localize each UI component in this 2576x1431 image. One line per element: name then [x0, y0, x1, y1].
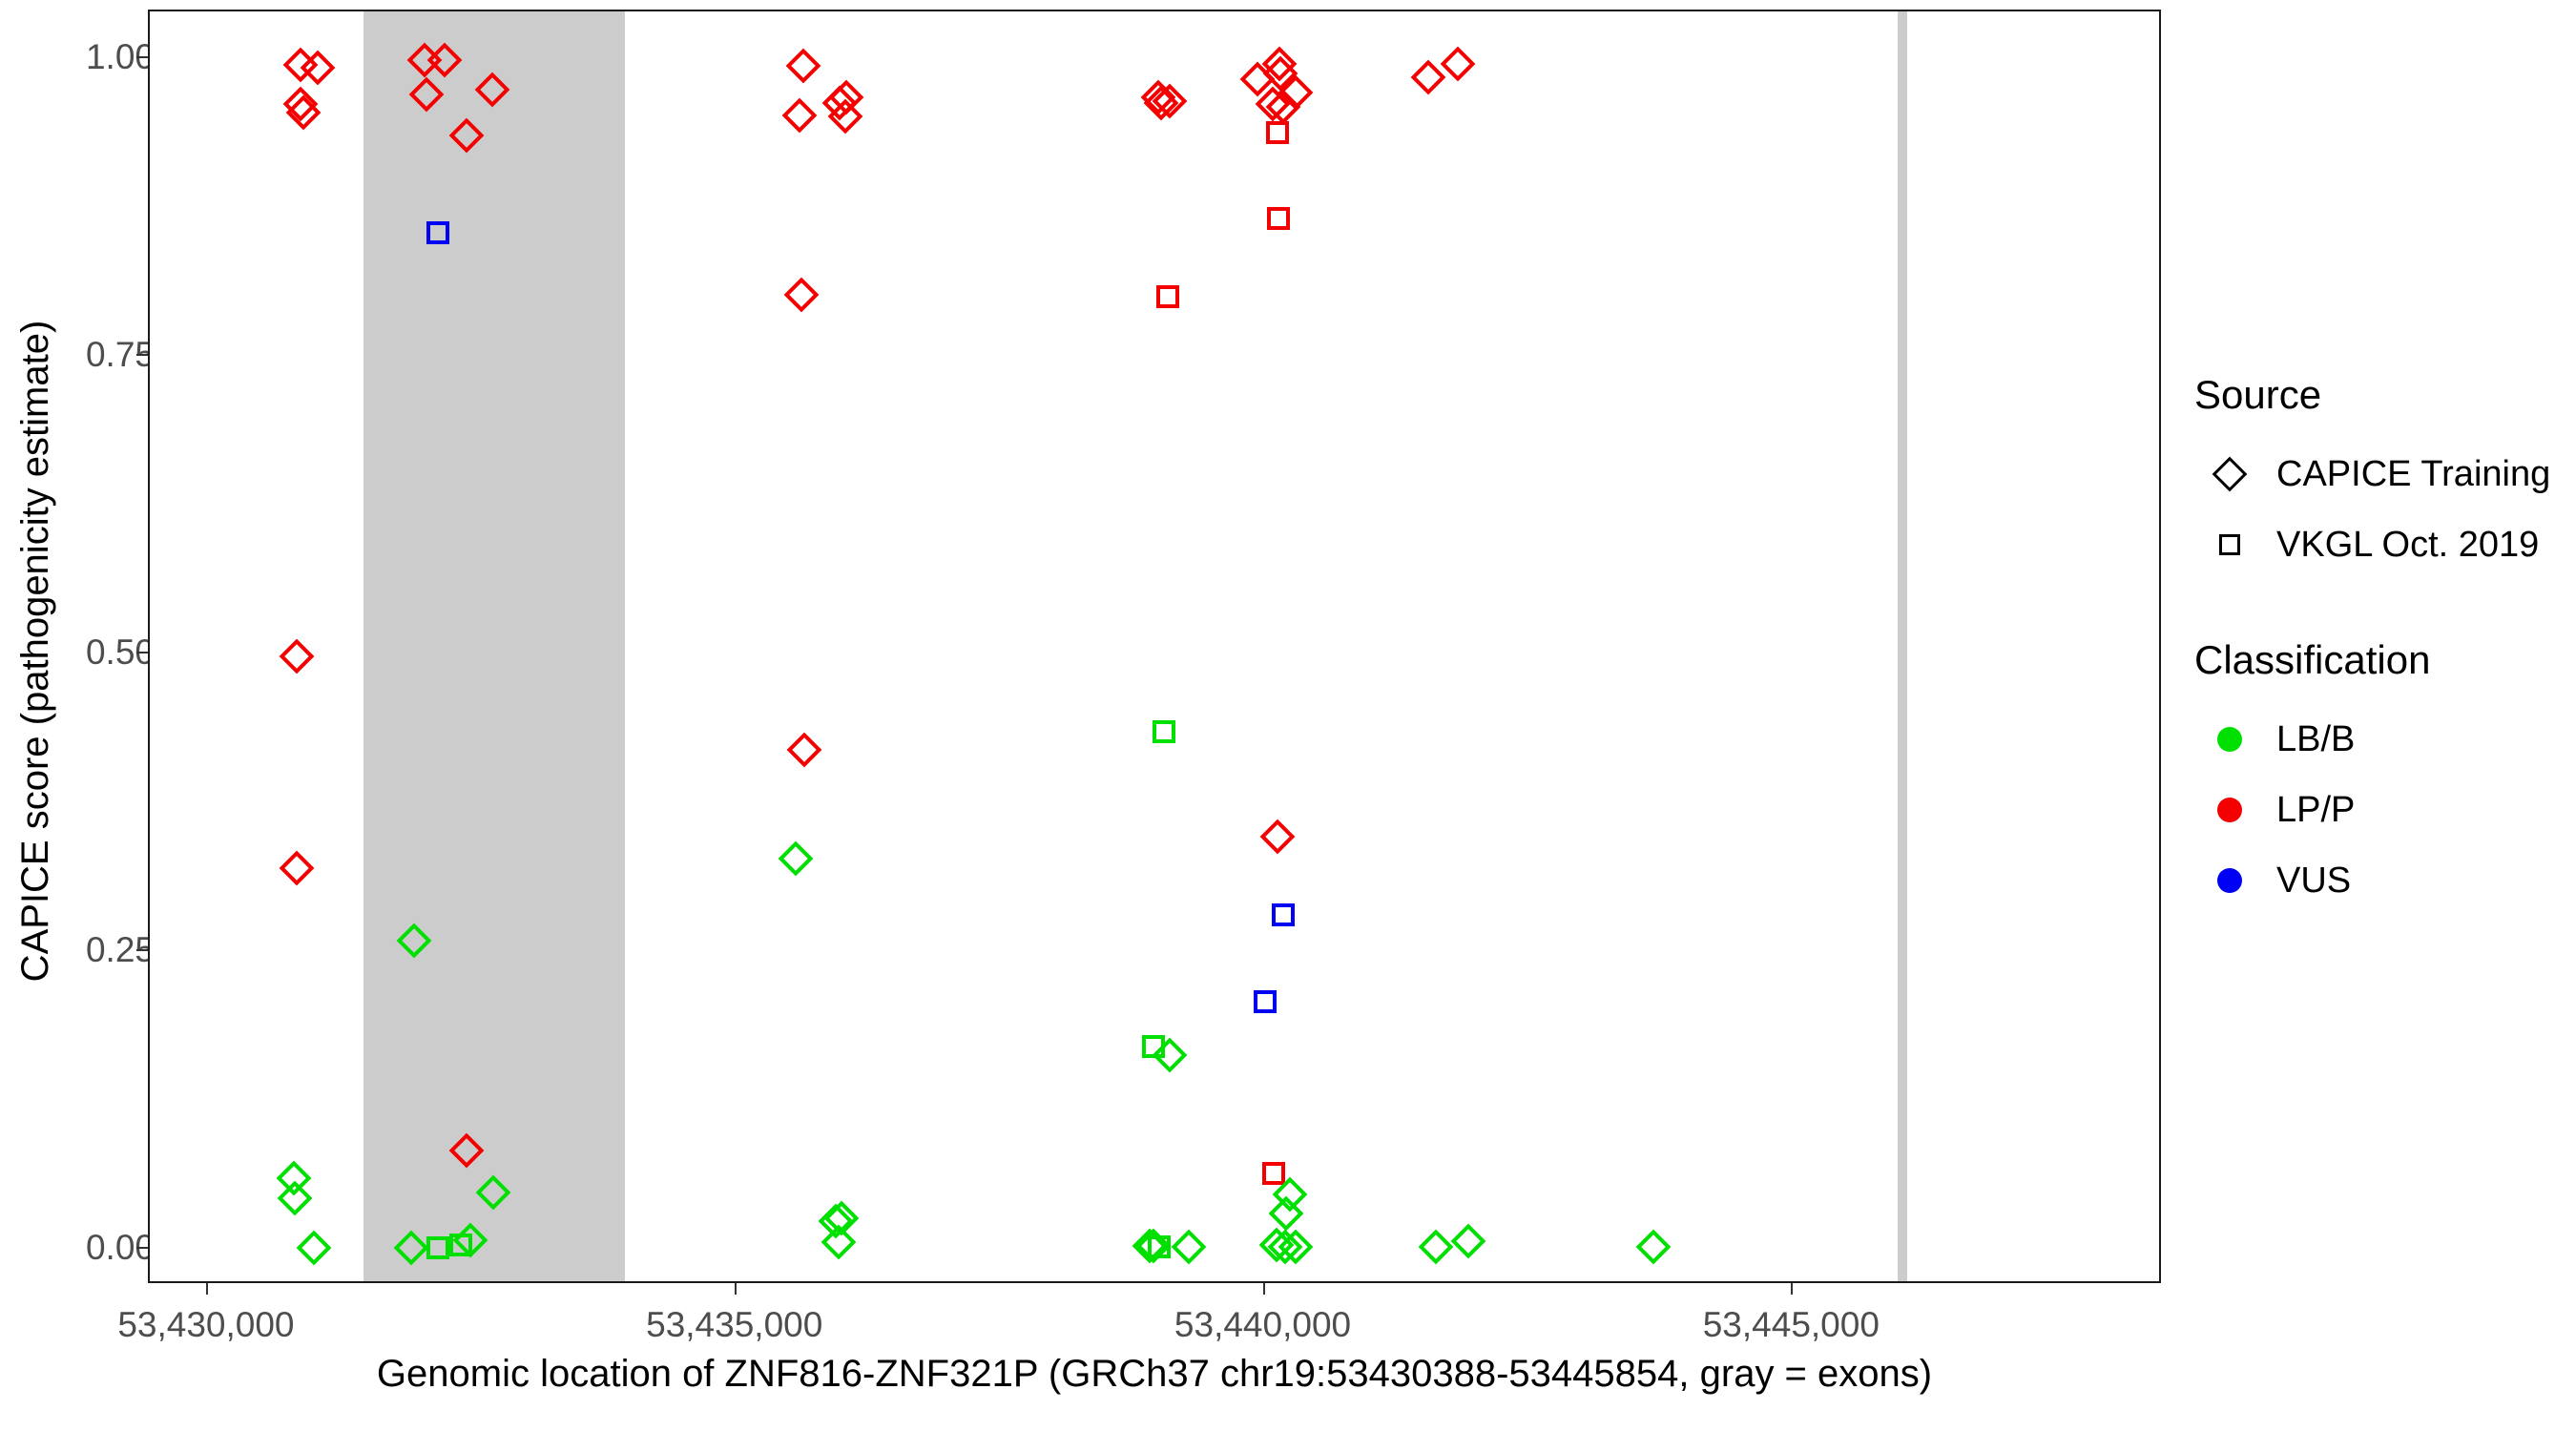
- x-tick-label: 53,445,000: [1702, 1305, 1880, 1344]
- y-tick-label: 0.25: [85, 929, 155, 969]
- data-point: [1262, 1161, 1286, 1185]
- data-point: [784, 277, 820, 313]
- legend-group-source: Source CAPICE Training VKGL Oct. 2019: [2194, 372, 2566, 580]
- data-point: [296, 1230, 332, 1266]
- legend-label-vus: VUS: [2276, 860, 2352, 901]
- legend: Source CAPICE Training VKGL Oct. 2019 Cl…: [2194, 372, 2566, 973]
- legend-label-lpp: LP/P: [2276, 789, 2356, 830]
- y-tick-mark: [136, 353, 148, 356]
- data-point: [1253, 990, 1277, 1014]
- data-point: [1440, 46, 1476, 82]
- legend-label-vkgl-oct-2019: VKGL Oct. 2019: [2276, 524, 2540, 565]
- data-point: [1266, 207, 1290, 231]
- data-point: [1155, 285, 1179, 309]
- y-tick-label: 0.00: [85, 1227, 155, 1267]
- y-tick-label: 0.50: [85, 632, 155, 672]
- data-point: [1171, 1229, 1207, 1265]
- legend-item-lpp[interactable]: LP/P: [2194, 775, 2566, 845]
- green-dot-icon: [2194, 704, 2265, 775]
- data-point: [1147, 1235, 1171, 1259]
- x-tick-mark: [734, 1283, 737, 1295]
- x-tick-label: 53,435,000: [646, 1305, 823, 1344]
- legend-title-source: Source: [2194, 372, 2322, 417]
- legend-group-classification: Classification LB/B LP/P VUS: [2194, 637, 2566, 916]
- data-point: [1142, 1035, 1166, 1059]
- y-tick-mark: [136, 55, 148, 58]
- data-point: [778, 840, 814, 877]
- data-point: [426, 1236, 450, 1260]
- legend-label-capice-training: CAPICE Training: [2276, 453, 2551, 494]
- legend-item-vkgl-oct-2019[interactable]: VKGL Oct. 2019: [2194, 509, 2566, 580]
- exon-band-main: [363, 11, 626, 1281]
- y-tick-mark: [136, 1246, 148, 1249]
- data-point: [1635, 1229, 1672, 1265]
- data-point: [1265, 121, 1289, 145]
- data-point: [781, 97, 818, 133]
- data-point: [1153, 719, 1176, 743]
- legend-label-lbb: LB/B: [2276, 718, 2356, 759]
- y-tick-mark: [136, 948, 148, 951]
- blue-dot-icon: [2194, 845, 2265, 916]
- legend-item-vus[interactable]: VUS: [2194, 845, 2566, 916]
- data-point: [426, 221, 450, 245]
- data-point: [786, 732, 821, 767]
- data-point: [1418, 1229, 1454, 1265]
- diamond-icon: [2194, 439, 2265, 509]
- x-tick-label: 53,430,000: [117, 1305, 295, 1344]
- x-tick-mark: [205, 1283, 208, 1295]
- exon-band-narrow: [1897, 11, 1907, 1281]
- red-dot-icon: [2194, 775, 2265, 845]
- data-point: [448, 1233, 472, 1256]
- square-icon: [2194, 509, 2265, 580]
- y-tick-label: 0.75: [85, 334, 155, 374]
- plot-panel: [148, 10, 2161, 1283]
- legend-title-classification: Classification: [2194, 637, 2431, 682]
- x-tick-label: 53,440,000: [1174, 1305, 1352, 1344]
- x-tick-mark: [1791, 1283, 1794, 1295]
- plot-area: [150, 11, 2159, 1281]
- y-tick-label: 1.00: [85, 36, 155, 76]
- data-point: [1272, 902, 1296, 926]
- data-point: [279, 850, 315, 886]
- data-point: [1450, 1223, 1486, 1259]
- legend-item-capice-training[interactable]: CAPICE Training: [2194, 439, 2566, 509]
- data-point: [1259, 819, 1296, 855]
- legend-item-lbb[interactable]: LB/B: [2194, 704, 2566, 775]
- data-point: [277, 1180, 313, 1216]
- data-point: [785, 49, 821, 84]
- y-tick-mark: [136, 651, 148, 653]
- data-point: [279, 638, 315, 674]
- x-tick-mark: [1262, 1283, 1265, 1295]
- x-axis-title: Genomic location of ZNF816-ZNF321P (GRCh…: [376, 1353, 1933, 1395]
